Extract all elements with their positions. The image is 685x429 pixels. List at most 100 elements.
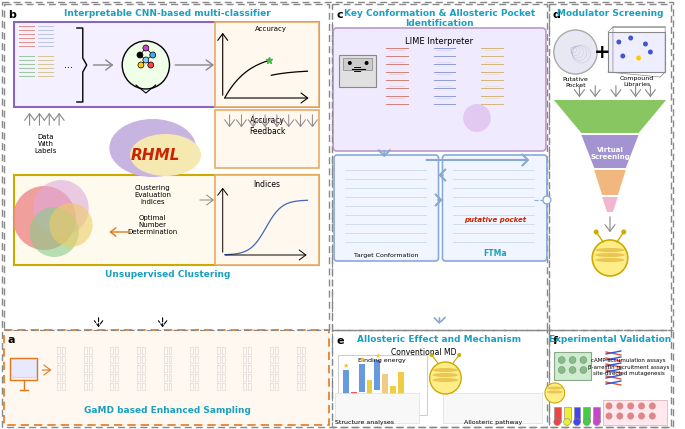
Circle shape [616,402,623,410]
Circle shape [580,356,587,363]
Circle shape [638,402,645,410]
Polygon shape [553,100,666,133]
Text: Indices: Indices [253,180,281,189]
Text: f: f [553,336,558,346]
Circle shape [49,203,92,247]
FancyBboxPatch shape [443,393,542,423]
Text: ≡: ≡ [353,65,362,75]
Circle shape [569,356,576,363]
FancyBboxPatch shape [215,22,319,107]
FancyBboxPatch shape [14,22,319,107]
Text: c: c [336,10,342,20]
Text: +: + [594,42,610,61]
Text: Conventional MD: Conventional MD [391,348,456,357]
Text: Virtual
Screening: Virtual Screening [590,146,630,160]
Text: LIME Interpreter: LIME Interpreter [406,37,473,46]
Circle shape [569,366,576,374]
Text: ★: ★ [374,353,381,359]
Circle shape [649,402,656,410]
FancyBboxPatch shape [584,407,590,422]
Circle shape [148,62,153,68]
Circle shape [584,419,590,426]
FancyBboxPatch shape [14,175,319,265]
Text: cAMP accumulation assays
β-arrestin recruitment assays
site-directed mutagenesis: cAMP accumulation assays β-arrestin recr… [588,358,669,376]
FancyBboxPatch shape [443,155,547,261]
Bar [375,360,380,390]
Circle shape [628,36,633,40]
Circle shape [606,402,612,410]
Circle shape [553,30,597,74]
Circle shape [593,419,600,426]
Text: Accuracy
Feedback: Accuracy Feedback [249,116,285,136]
Circle shape [594,230,599,235]
Ellipse shape [595,258,625,262]
Circle shape [606,413,612,420]
Circle shape [143,45,149,51]
Ellipse shape [433,378,458,382]
Text: Putative
Pocket: Putative Pocket [562,77,588,88]
Text: Allosteric pathway: Allosteric pathway [464,420,522,425]
Text: ★: ★ [358,357,365,363]
Circle shape [150,52,155,58]
FancyBboxPatch shape [553,352,591,380]
Circle shape [621,54,625,58]
Ellipse shape [110,119,196,177]
Circle shape [636,55,641,60]
FancyBboxPatch shape [343,58,373,70]
Polygon shape [594,170,626,195]
FancyBboxPatch shape [339,55,377,87]
Circle shape [648,49,653,54]
Circle shape [627,413,634,420]
Ellipse shape [130,134,201,176]
FancyBboxPatch shape [608,32,665,72]
Circle shape [558,356,565,363]
Ellipse shape [595,253,625,257]
Circle shape [616,413,623,420]
Bar [366,380,373,400]
Polygon shape [602,197,618,212]
Text: d: d [553,10,561,20]
FancyBboxPatch shape [334,155,438,261]
FancyBboxPatch shape [11,359,36,377]
Text: Unsupervised Clustering: Unsupervised Clustering [105,270,230,279]
FancyBboxPatch shape [4,330,329,425]
FancyBboxPatch shape [553,407,561,422]
Circle shape [29,207,79,257]
Text: putative pocket: putative pocket [464,217,526,223]
Text: Modulator Screening: Modulator Screening [557,9,663,18]
Circle shape [543,196,551,204]
Circle shape [364,61,369,65]
Text: Interpretable CNN-based multi-classifier: Interpretable CNN-based multi-classifier [64,9,271,18]
Text: Accuracy: Accuracy [255,26,287,32]
Circle shape [649,413,656,420]
Circle shape [573,419,580,426]
Circle shape [429,362,461,394]
Bar [359,364,364,392]
Text: Target Conformation: Target Conformation [354,253,419,258]
Circle shape [463,104,490,132]
Ellipse shape [433,368,458,372]
Text: FTMa: FTMa [483,249,506,258]
Text: Allosteric Effect and Mechanism: Allosteric Effect and Mechanism [358,335,521,344]
Text: Compound
Libraries: Compound Libraries [619,76,653,87]
Bar [382,374,388,397]
FancyBboxPatch shape [573,407,580,422]
FancyBboxPatch shape [593,407,600,422]
Circle shape [348,61,352,65]
Circle shape [616,39,621,45]
Bar [351,392,357,406]
Circle shape [137,52,143,58]
Text: RHML: RHML [131,148,180,163]
Circle shape [593,240,627,276]
Text: GaMD based Enhanced Sampling: GaMD based Enhanced Sampling [84,406,251,415]
Text: Clustering
Evaluation
Indices: Clustering Evaluation Indices [134,185,171,205]
FancyBboxPatch shape [215,110,319,168]
Circle shape [143,57,149,63]
Circle shape [34,180,88,236]
Circle shape [627,402,634,410]
Text: ★: ★ [342,363,349,369]
Ellipse shape [595,248,625,252]
Text: b: b [8,10,16,20]
Circle shape [553,419,561,426]
Circle shape [643,42,648,46]
